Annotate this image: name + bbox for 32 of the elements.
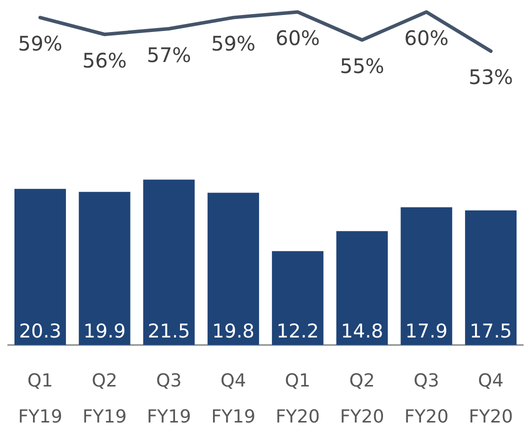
x-tick-label: Q2 FY19 [82, 370, 127, 428]
x-tick-label: Q2 FY20 [340, 370, 384, 428]
x-tick-label: Q4 FY19 [211, 370, 256, 428]
data-label: 57% [146, 42, 192, 67]
bar [78, 192, 130, 345]
x-tick-label: Q1 FY20 [276, 370, 320, 428]
data-label: 59% [18, 32, 62, 56]
data-label: 12.2 [276, 320, 319, 342]
bar [143, 180, 195, 345]
x-tick-label: Q3 FY20 [404, 370, 449, 428]
bar [400, 207, 452, 345]
data-label: 17.9 [405, 320, 448, 342]
data-label: 60% [275, 26, 320, 50]
data-label: 17.5 [470, 320, 512, 342]
x-tick-label: Q3 FY19 [146, 370, 192, 428]
x-tick-label: Q1 FY19 [18, 370, 62, 428]
data-label: 19.9 [83, 320, 126, 342]
data-label: 59% [211, 32, 256, 56]
data-label: 55% [340, 54, 384, 78]
x-tick-label: Q4 FY20 [468, 370, 513, 428]
data-label: 21.5 [148, 320, 190, 342]
bar [465, 210, 517, 345]
data-label: 19.8 [212, 320, 254, 342]
bar [208, 192, 260, 345]
data-label: 56% [82, 48, 127, 72]
data-label: 20.3 [19, 320, 62, 342]
data-label: 53% [468, 65, 514, 90]
data-label: 60% [404, 26, 449, 50]
bar [336, 231, 388, 345]
bar [272, 251, 324, 345]
data-label: 14.8 [340, 320, 384, 342]
bar [14, 188, 66, 345]
